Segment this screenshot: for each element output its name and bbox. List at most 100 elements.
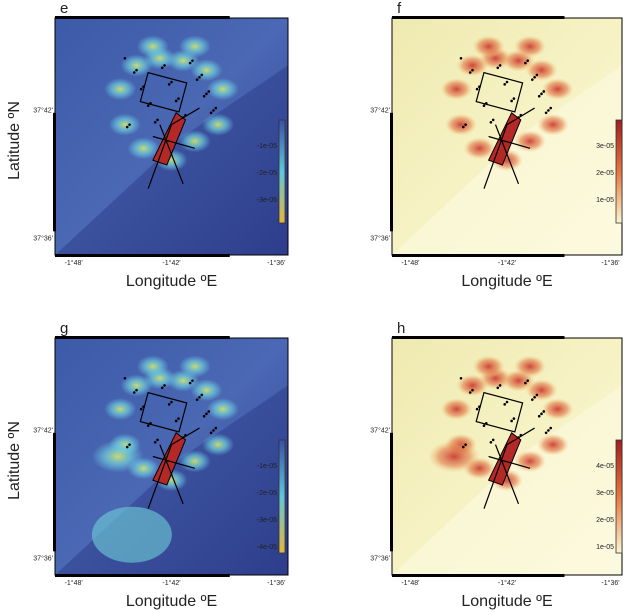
station [156, 438, 159, 442]
station [547, 109, 550, 112]
station [167, 83, 171, 86]
station [132, 71, 136, 74]
anomaly [537, 113, 569, 136]
anomaly [445, 113, 477, 136]
y-axis-label: Latitude ºN [6, 101, 23, 180]
station [540, 92, 543, 96]
frame-bar [171, 254, 230, 257]
station [512, 417, 516, 420]
anomaly [472, 35, 505, 58]
anomaly [127, 137, 160, 160]
station [524, 61, 527, 65]
station [170, 80, 173, 84]
anomaly [440, 78, 473, 101]
station [505, 400, 509, 404]
station [153, 120, 157, 124]
anomaly [537, 433, 569, 456]
anomaly [202, 113, 235, 136]
anomaly [136, 35, 169, 58]
station [491, 118, 495, 122]
station [464, 123, 467, 126]
anomaly [463, 137, 496, 160]
station [125, 445, 129, 449]
y-tick-label: 37°36' [370, 554, 390, 562]
station [524, 381, 527, 385]
station [512, 97, 516, 100]
anomaly [514, 35, 546, 58]
panel-label: f [397, 0, 402, 17]
station [135, 388, 138, 392]
frame-bar [53, 112, 56, 232]
station [510, 99, 513, 103]
colorbar-tick-label: -3e-05 [257, 517, 277, 524]
station [163, 64, 166, 67]
y-tick-label: 37°42' [370, 106, 390, 114]
colorbar [278, 119, 286, 224]
station [177, 97, 180, 100]
station [505, 80, 509, 84]
x-tick-label: -1°36' [601, 259, 619, 267]
station [149, 102, 152, 105]
station [195, 398, 199, 401]
colorbar-tick-label: 3e-05 [596, 143, 614, 150]
station [146, 104, 150, 107]
station [195, 78, 199, 81]
station [489, 120, 493, 124]
station [485, 102, 488, 105]
station [478, 405, 481, 409]
colorbar-tick-label: 2e-05 [596, 517, 614, 524]
station [132, 391, 136, 394]
station [191, 59, 194, 62]
station [462, 445, 465, 449]
station [205, 92, 208, 96]
colorbar-tick-label: -4e-05 [257, 544, 277, 551]
station [535, 393, 539, 397]
anomaly [178, 35, 211, 58]
station [202, 94, 206, 98]
colorbar-tick-label: 2e-05 [596, 170, 614, 177]
station [459, 56, 463, 60]
frame-bar [55, 574, 172, 577]
station [128, 443, 131, 446]
anomaly [514, 355, 546, 378]
colorbar-tick-label: -1e-05 [257, 143, 277, 150]
station [139, 407, 143, 411]
anomaly [514, 450, 546, 473]
frame-bar [390, 112, 393, 232]
y-tick-label: 37°42' [33, 426, 53, 434]
station [200, 393, 204, 397]
anomaly [91, 440, 144, 473]
station [160, 66, 164, 70]
station [214, 106, 218, 110]
station [214, 426, 218, 430]
station [209, 111, 213, 115]
station [212, 109, 215, 112]
anomaly [104, 398, 137, 421]
station [526, 379, 529, 382]
frame-bar [507, 336, 565, 339]
anomaly [108, 113, 141, 136]
station [160, 386, 164, 390]
station [489, 440, 493, 444]
station [205, 412, 208, 416]
x-axis-label: Longitude ºE [461, 593, 552, 610]
station [478, 85, 481, 89]
anomaly [178, 355, 211, 378]
panel-label: e [60, 0, 68, 17]
station [153, 440, 157, 444]
fault-lines [483, 107, 535, 189]
frame-bar [55, 16, 172, 19]
station [209, 431, 213, 435]
y-tick-label: 37°36' [33, 554, 53, 562]
station [537, 414, 541, 418]
station [547, 429, 550, 432]
station [212, 429, 215, 432]
frame-bar [392, 254, 507, 257]
station [459, 376, 463, 380]
station [526, 59, 529, 62]
colorbar-tick-label: -3e-05 [257, 197, 277, 204]
anomaly [104, 78, 137, 101]
station [475, 407, 479, 411]
station [535, 73, 539, 77]
